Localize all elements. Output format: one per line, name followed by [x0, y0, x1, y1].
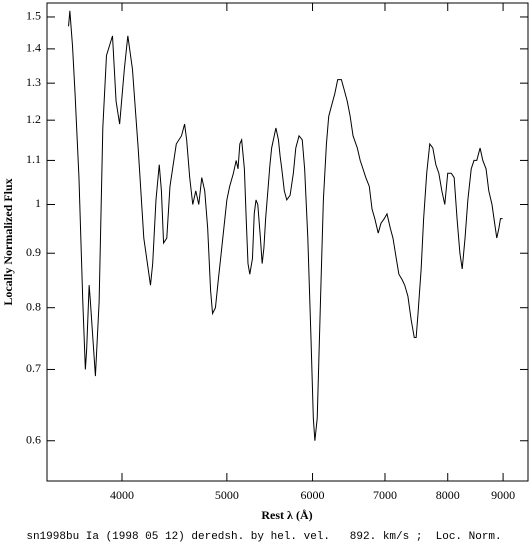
x-tick-label: 4000 — [110, 488, 134, 502]
x-tick-label: 8000 — [436, 488, 460, 502]
y-tick-label: 1.4 — [26, 41, 41, 55]
y-tick-label: 1 — [35, 196, 41, 210]
y-tick-label: 1.5 — [26, 9, 41, 23]
plot-frame — [46, 2, 529, 482]
x-tick-label: 6000 — [301, 488, 325, 502]
x-tick-label: 7000 — [373, 488, 397, 502]
y-axis-label: Locally Normalized Flux — [1, 178, 15, 305]
y-tick-label: 1.1 — [26, 152, 41, 166]
caption: sn1998bu Ia (1998 05 12) deredsh. by hel… — [26, 531, 501, 543]
x-axis-label: Rest λ (Å) — [261, 508, 312, 522]
y-tick-label: 1.3 — [26, 75, 41, 89]
y-tick-label: 0.8 — [26, 299, 41, 313]
x-tick-label: 5000 — [215, 488, 239, 502]
y-tick-label: 0.6 — [26, 433, 41, 447]
y-tick-label: 0.9 — [26, 245, 41, 259]
spectrum-line — [68, 10, 503, 441]
y-tick-label: 1.2 — [26, 112, 41, 126]
x-tick-label: 9000 — [491, 488, 515, 502]
y-tick-label: 0.7 — [26, 361, 41, 375]
